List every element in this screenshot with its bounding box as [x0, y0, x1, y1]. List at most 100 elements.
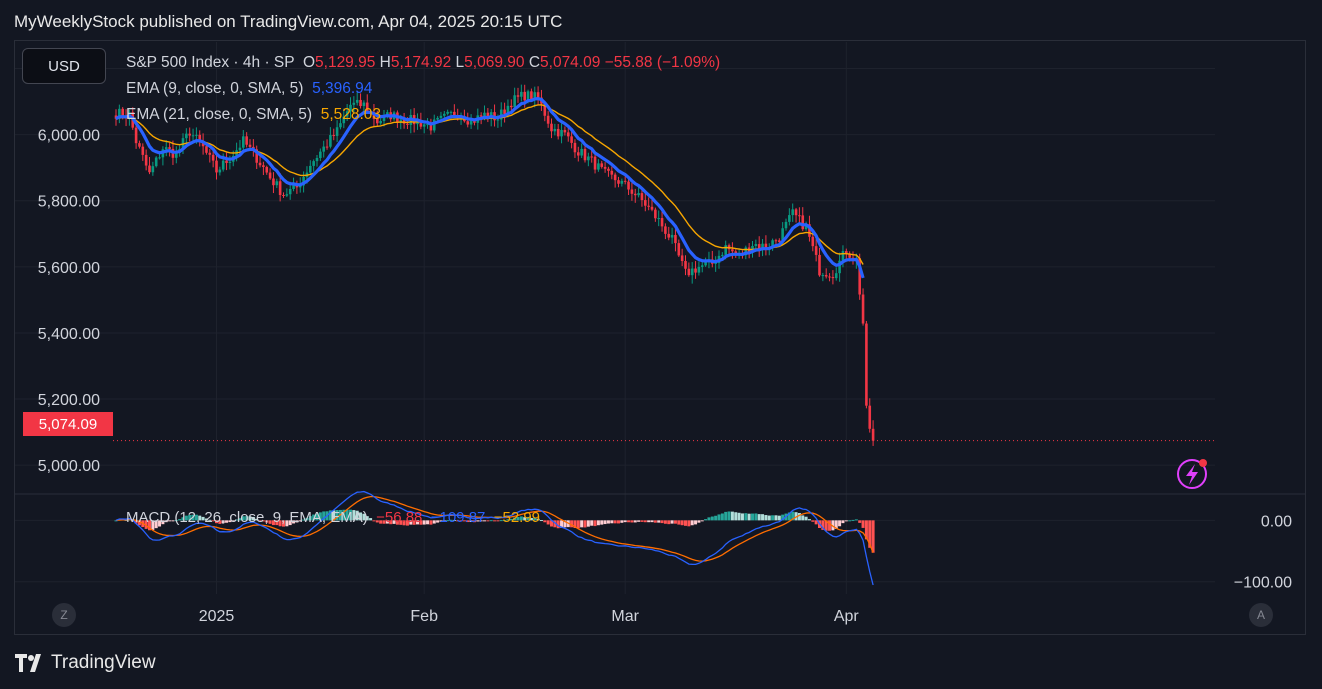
candle-body: [198, 134, 202, 142]
macd-histogram-bar: [312, 514, 316, 521]
instrument-name[interactable]: S&P 500 Index · 4h · SP: [126, 54, 295, 71]
macd-histogram-bar: [158, 520, 162, 527]
macd-histogram-bar: [764, 515, 768, 521]
candle-body: [530, 91, 533, 101]
candle-body: [138, 143, 141, 147]
macd-histogram-bar: [841, 520, 845, 524]
macd-histogram-bar: [215, 520, 218, 524]
macd-histogram-bar: [744, 513, 748, 521]
candle-body: [486, 112, 490, 119]
publish-caption: MyWeeklyStock published on TradingView.c…: [14, 12, 563, 31]
macd-histogram-bar: [593, 520, 597, 527]
macd-legend[interactable]: MACD (12, 26, close, 9, EMA, EMA) −56.88…: [126, 509, 540, 526]
macd-histogram-bar: [730, 511, 734, 521]
macd-histogram-bar: [305, 517, 309, 521]
macd-histogram-bar: [700, 520, 704, 522]
macd-histogram-bar: [174, 520, 178, 522]
ema21-label: EMA (21, close, 0, SMA, 5): [126, 106, 313, 123]
macd-histogram-bar: [308, 516, 312, 521]
candle-body: [724, 245, 727, 255]
macd-histogram-bar: [737, 512, 741, 521]
candle-body: [667, 233, 671, 238]
macd-histogram-bar: [550, 520, 553, 527]
candle-body: [744, 247, 748, 256]
macd-histogram-bar: [710, 516, 714, 521]
candle-body: [242, 136, 245, 148]
macd-histogram-bar: [861, 520, 865, 528]
candle-body: [754, 244, 758, 246]
candle-body: [677, 243, 681, 256]
macd-histogram-bar: [844, 520, 848, 522]
auto-scale-button[interactable]: A: [1249, 603, 1273, 627]
candle-body: [801, 215, 805, 230]
candle-body: [610, 170, 614, 175]
candle-body: [268, 172, 272, 179]
candle-body: [302, 177, 305, 186]
candle-body: [422, 124, 426, 127]
ema21-legend[interactable]: EMA (21, close, 0, SMA, 5) 5,528.03: [126, 106, 381, 124]
candle-body: [858, 258, 861, 295]
candle-body: [185, 133, 188, 139]
macd-histogram-bar: [282, 520, 285, 527]
macd-histogram-bar: [851, 519, 855, 521]
macd-signal-line: [115, 495, 874, 562]
ema9-line: [115, 96, 865, 279]
time-tick-label: Mar: [611, 608, 639, 625]
macd-histogram-bar: [442, 520, 446, 522]
low-value: 5,069.90: [464, 54, 525, 71]
candle-body: [654, 209, 657, 219]
candle-body: [258, 162, 262, 166]
candle-body: [255, 149, 258, 163]
candle-body: [205, 146, 208, 153]
candle-body: [503, 109, 506, 115]
candle-body: [164, 147, 168, 150]
macd-histogram-bar: [382, 520, 386, 524]
lightning-alert-icon[interactable]: [1177, 459, 1207, 489]
timezone-button[interactable]: Z: [52, 603, 76, 627]
candle-body: [543, 103, 547, 116]
currency-button[interactable]: USD: [22, 48, 106, 84]
macd-tick-label: −100.00: [1234, 575, 1292, 592]
macd-histogram-bar: [529, 517, 533, 521]
candle-body: [118, 108, 121, 119]
candle-body: [446, 111, 449, 114]
macd-histogram-bar: [332, 510, 336, 521]
candle-body: [158, 157, 161, 159]
candle-body: [312, 161, 315, 166]
macd-histogram-bar: [436, 520, 440, 523]
macd-histogram-bar: [660, 520, 664, 524]
macd-histogram-bar: [241, 516, 245, 521]
candle-body: [536, 92, 540, 98]
macd-histogram-bar: [462, 520, 466, 522]
candle-body: [144, 154, 148, 166]
candle-body: [808, 224, 811, 237]
candle-body: [583, 148, 587, 161]
ema9-legend[interactable]: EMA (9, close, 0, SMA, 5) 5,396.94: [126, 80, 372, 98]
macd-histogram-bar: [663, 520, 667, 524]
candle-body: [811, 236, 815, 247]
macd-histogram-bar: [697, 520, 701, 523]
candle-body: [731, 249, 734, 252]
macd-histogram-bar: [258, 520, 262, 522]
macd-histogram-bar: [405, 520, 409, 526]
price-tick-label: 5,800.00: [38, 194, 100, 211]
candle-body: [221, 160, 225, 170]
tradingview-logo[interactable]: TradingView: [15, 652, 156, 674]
open-key: O: [302, 54, 316, 71]
macd-histogram-bar: [787, 512, 791, 521]
macd-histogram-bar: [596, 520, 600, 526]
open-value: 5,129.95: [315, 54, 376, 71]
candle-body: [248, 144, 252, 147]
macd-histogram-bar: [647, 520, 651, 523]
ohlc-legend: S&P 500 Index · 4h · SP O5,129.95 H5,174…: [126, 54, 720, 72]
candle-body: [630, 189, 634, 194]
candle-body: [563, 129, 567, 133]
macd-histogram-bar: [292, 520, 296, 524]
macd-histogram-bar: [864, 520, 868, 540]
macd-histogram-bar: [771, 515, 775, 521]
candle-body: [513, 95, 516, 108]
macd-histogram-bar: [419, 520, 423, 525]
macd-histogram-bar: [409, 520, 413, 525]
macd-histogram-bar: [355, 510, 359, 521]
